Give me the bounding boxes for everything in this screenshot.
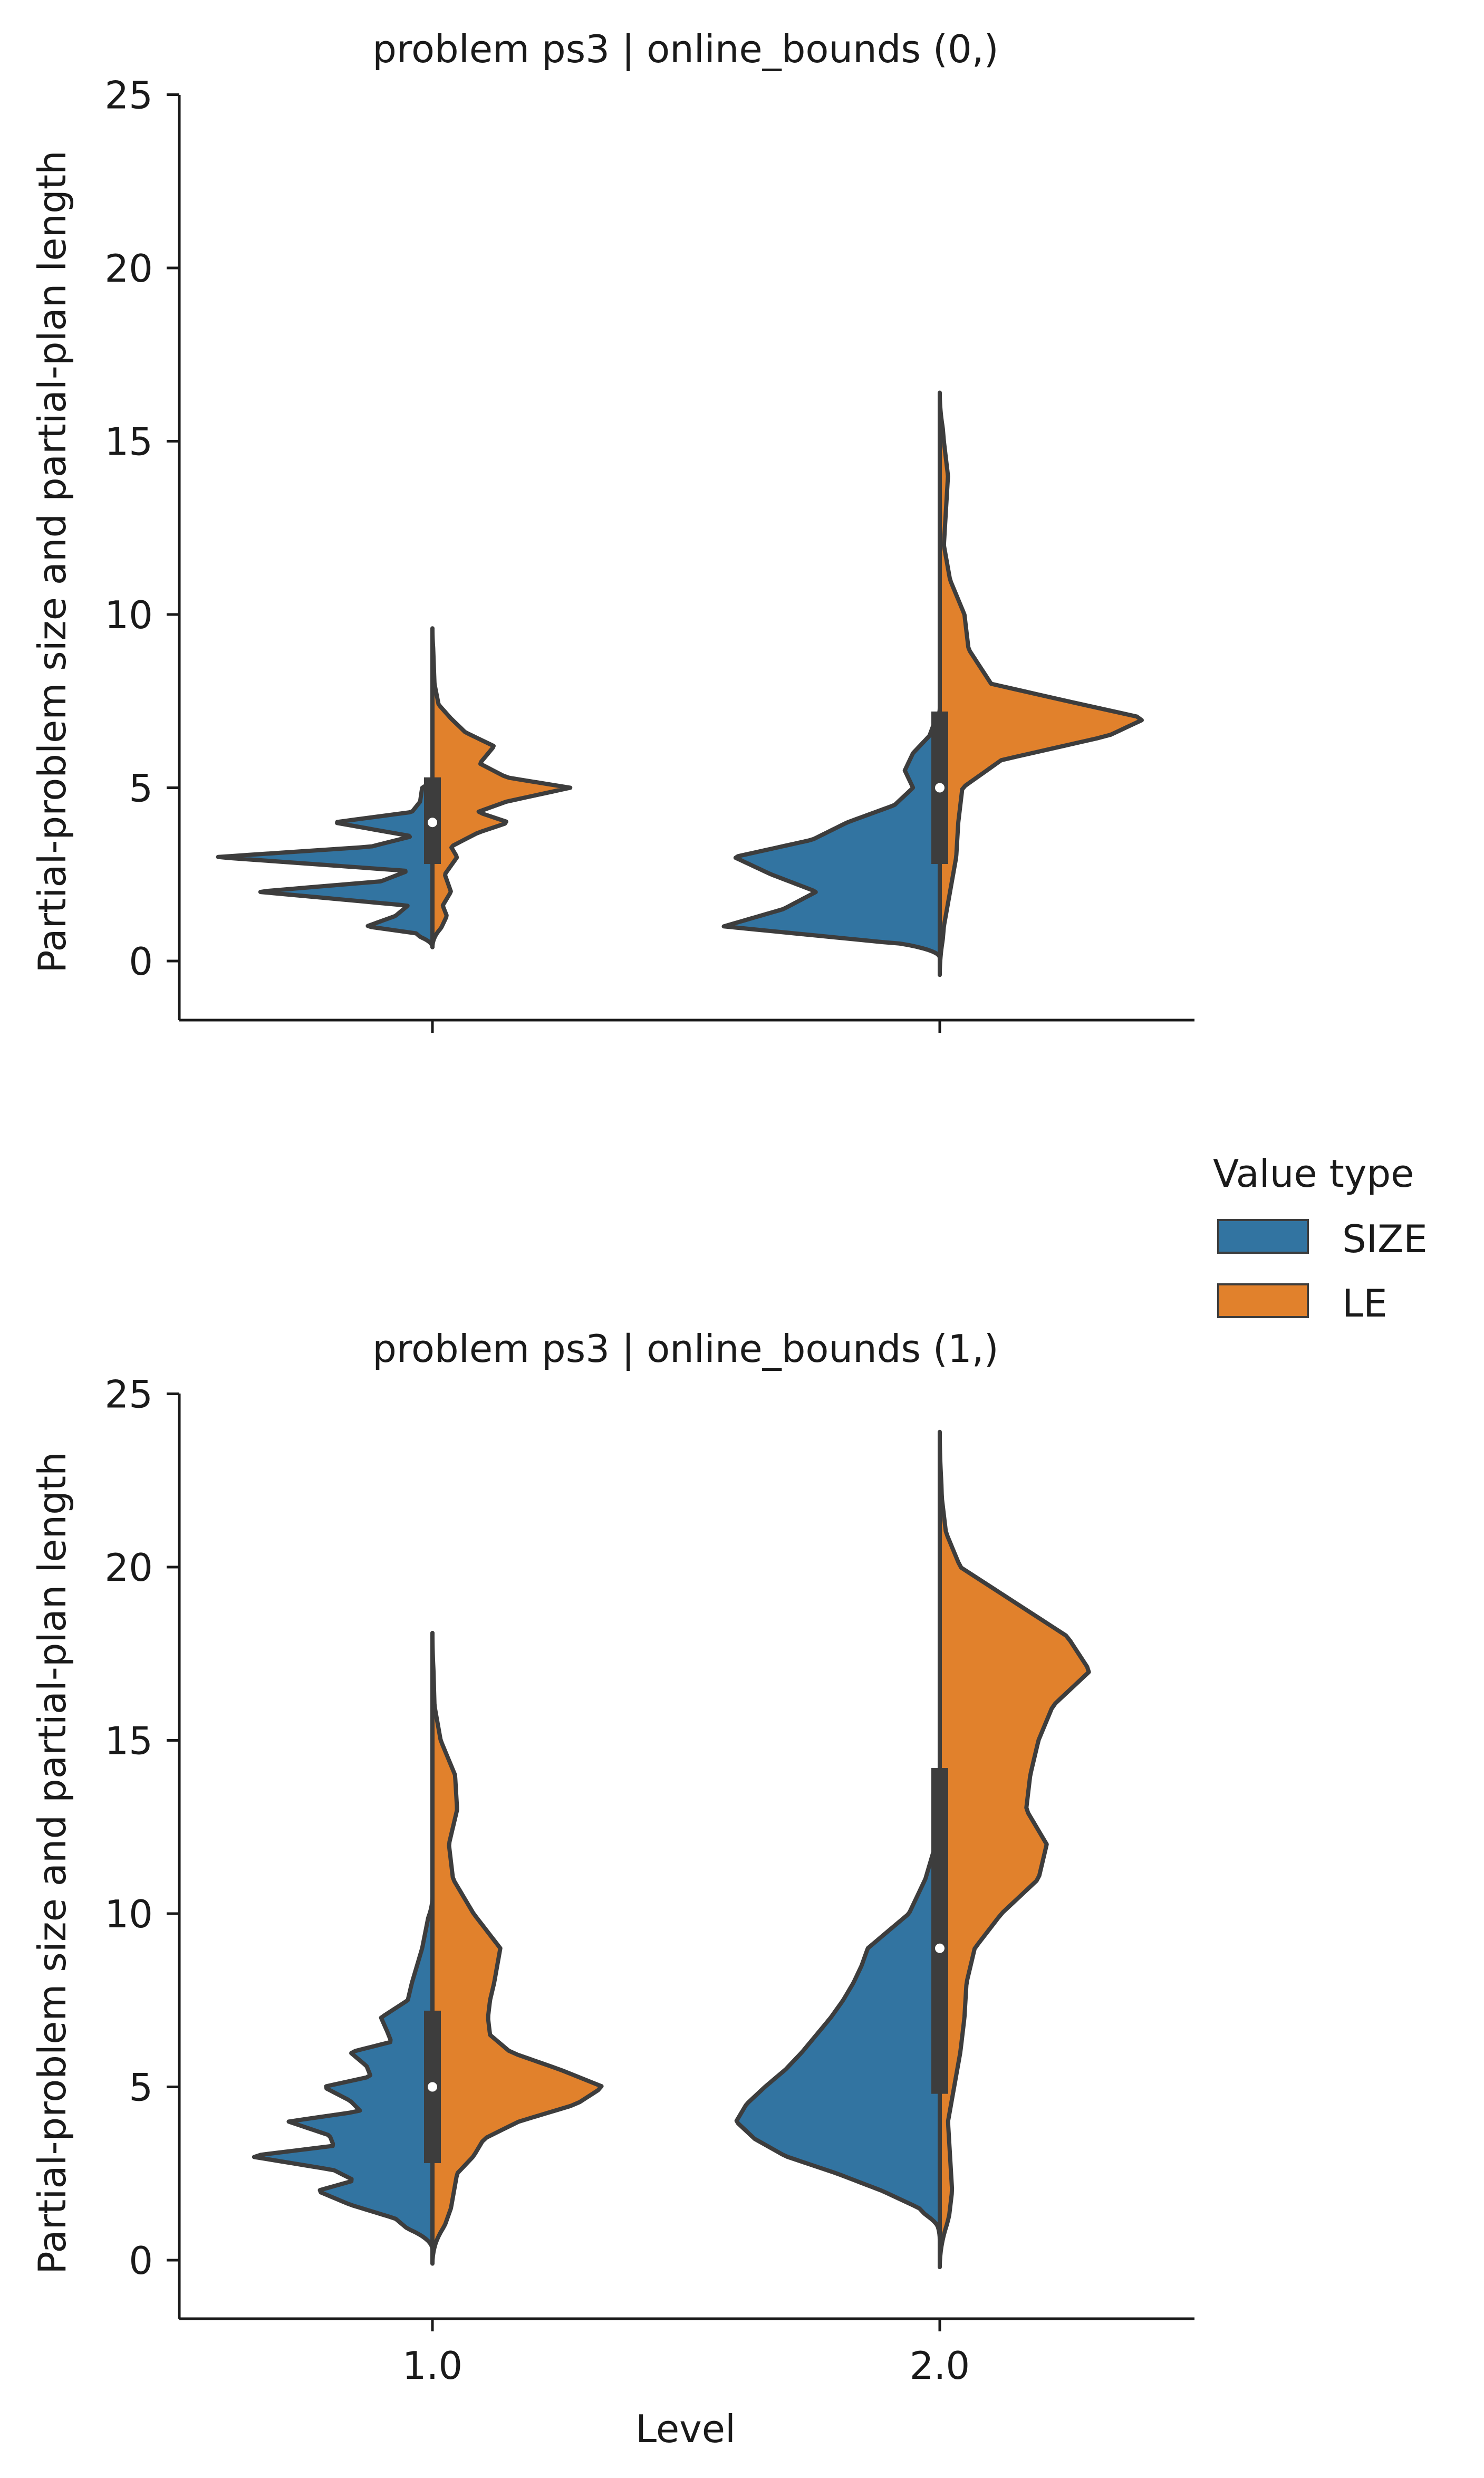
violin-le-1.0 (430, 626, 573, 949)
legend-swatch-le (1217, 1283, 1309, 1318)
ytick-label-25: 25 (104, 1372, 153, 1417)
median-point-1.0 (428, 818, 437, 828)
facet-top-title: problem ps3 | online_bounds (0,) (372, 27, 998, 72)
facet-top-violins (216, 390, 1144, 977)
ytick-label-5: 5 (129, 2066, 153, 2110)
violin-le-2.0 (938, 390, 1144, 977)
facet-bottom-title: problem ps3 | online_bounds (1,) (372, 1327, 998, 1371)
ytick-label-25: 25 (104, 73, 153, 118)
facet-top-ylabel: Partial-problem size and partial-plan le… (30, 150, 74, 973)
median-point-2.0 (935, 783, 945, 793)
ytick-label-5: 5 (129, 766, 153, 811)
facet-bottom-y-ticks: 0 5 10 15 20 25 (104, 1372, 179, 2283)
box-iqr-2.0 (931, 1768, 948, 2094)
violin-size-1.0 (216, 775, 435, 949)
ytick-label-15: 15 (104, 420, 153, 464)
xtick-label-2.0: 2.0 (910, 2343, 970, 2388)
violin-size-2.0 (734, 1824, 942, 2242)
ytick-label-15: 15 (104, 1719, 153, 1763)
ytick-label-10: 10 (104, 593, 153, 637)
facet-bottom-x-ticks: 1.0 2.0 (402, 2319, 970, 2388)
facet-top-x-ticks (431, 1020, 941, 1033)
ytick-label-0: 0 (129, 939, 153, 984)
facet-top-y-ticks: 0 5 10 15 20 25 (104, 73, 179, 984)
median-point-1.0 (428, 2082, 437, 2092)
violin-le-1.0 (430, 1630, 604, 2266)
facet-bottom-violins (252, 1429, 1091, 2270)
legend-label-size: SIZE (1342, 1217, 1428, 1261)
legend-title: Value type (1213, 1151, 1414, 1196)
facet-bottom-ylabel: Partial-problem size and partial-plan le… (30, 1452, 74, 2274)
legend: Value type SIZE LE (1213, 1151, 1428, 1326)
violin-size-1.0 (252, 1894, 435, 2252)
facet-top: problem ps3 | online_bounds (0,) Partial… (30, 27, 1194, 1033)
ytick-label-20: 20 (104, 1545, 153, 1590)
median-point-2.0 (935, 1943, 945, 1953)
facet-bottom: problem ps3 | online_bounds (1,) Partial… (30, 1327, 1194, 2451)
facet-bottom-xlabel: Level (635, 2407, 736, 2451)
ytick-label-10: 10 (104, 1892, 153, 1936)
ytick-label-0: 0 (129, 2239, 153, 2283)
legend-label-le: LE (1342, 1281, 1387, 1326)
violin-size-2.0 (721, 706, 942, 960)
violin-le-2.0 (938, 1429, 1091, 2270)
legend-swatch-size (1217, 1219, 1309, 1254)
ytick-label-20: 20 (104, 246, 153, 291)
xtick-label-1.0: 1.0 (402, 2343, 463, 2388)
